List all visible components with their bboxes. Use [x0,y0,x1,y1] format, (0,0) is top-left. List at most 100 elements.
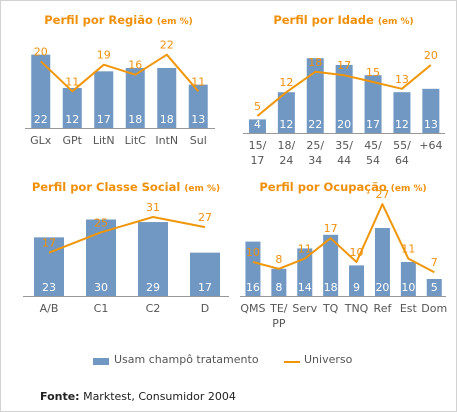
legend-bar-swatch [93,358,109,365]
x-tick-label: 44 [337,154,351,167]
chart-panel-regiao: Perfil por Região (em %) 22 12 17 18 18 13 20 1… [21,11,216,171]
bar-value-label: 23 [42,281,56,294]
bar-value-label: 18 [160,113,174,126]
line-value-label: 10 [246,246,260,259]
x-tick-label: 35/ [335,139,353,152]
x-tick-label: Serv [292,302,317,315]
x-tick-label: QMS [240,302,265,315]
bar [125,68,145,128]
bar-value-label: 8 [275,281,282,294]
line-value-label: 11 [298,243,312,256]
bar [188,84,208,128]
x-tick-label: 17 [250,154,264,167]
legend-line-swatch [284,361,300,363]
chart-title: Perfil por Ocupação (em %) [238,180,448,194]
x-tick-label: C2 [146,302,161,315]
bar [393,92,411,133]
bar-value-label: 12 [279,118,293,131]
chart-title-unit: (em %) [184,184,221,194]
source-note: Fonte: Marktest, Consumidor 2004 [40,390,236,403]
bar-value-label: 22 [34,113,48,126]
x-tick-label: Ref [374,302,393,315]
bar [306,58,324,134]
x-tick-label: GPt [63,134,83,147]
bar-value-label: 13 [191,113,205,126]
series-line-universo [48,216,206,254]
bar-value-label: 5 [431,281,438,294]
x-tick-label: Dom [421,302,447,315]
line-value-label: 27 [375,188,389,201]
line-value-label: 18 [308,56,322,69]
bar [400,262,416,296]
line-value-label: 13 [395,73,409,86]
line-value-label: 17 [337,59,351,72]
bar [335,65,353,133]
line-value-label: 12 [279,76,293,89]
line-value-label: 31 [146,201,160,214]
chart-plot-regiao: 22 12 17 18 18 13 20 11 19 16 22 11 GLx GPt LitN LitC In… [25,39,215,147]
chart-title-unit: (em %) [390,184,427,194]
bar [422,88,440,133]
bar-value-label: 17 [198,281,212,294]
x-tick-label: 34 [308,154,322,167]
x-tick-label: LitN [93,134,115,147]
bar [157,68,177,128]
line-value-label: 20 [34,45,48,58]
x-tick-label: 54 [366,154,380,167]
bar [323,234,339,296]
bar-value-label: 20 [375,281,389,294]
bar-value-label: 17 [366,118,380,131]
line-value-label: 22 [160,39,174,52]
chart-title-unit: (em %) [377,17,414,27]
bar-value-label: 18 [324,281,338,294]
chart-panel-ocupacao: Perfil por Ocupação (em %) 16 8 14 18 9 20 10 5… [238,179,448,339]
bar-value-label: 29 [146,281,160,294]
x-tick-label: IntN [155,134,178,147]
line-value-label: 10 [350,246,364,259]
bar [62,88,82,128]
bar [271,268,287,296]
source-text: Marktest, Consumidor 2004 [83,390,236,403]
bar [426,279,442,296]
line-value-label: 17 [42,237,56,250]
chart-plot-idade: 4 12 22 20 17 12 13 5 12 18 17 15 13 20 15/17 18/24 25/3… [243,49,445,167]
x-tick-label: PP [272,317,286,330]
x-tick-label: LitC [125,134,146,147]
chart-title: Perfil por Classe Social (em %) [21,180,231,194]
x-tick-label: TNQ [344,302,369,315]
line-value-label: 8 [275,253,282,266]
bar [190,252,220,296]
chart-title: Perfil por Idade (em %) [241,13,446,27]
chart-title-text: Perfil por Região [44,13,153,27]
bar-value-label: 30 [94,281,108,294]
x-tick-label: 18/ [277,139,295,152]
bar-value-label: 10 [401,281,415,294]
bar [374,228,390,296]
line-value-label: 11 [401,243,415,256]
bar-value-label: 12 [65,113,79,126]
line-value-label: 27 [198,211,212,224]
bar-value-label: 4 [254,118,261,131]
line-value-label: 19 [97,49,111,62]
x-tick-label: D [201,302,209,315]
bar [364,75,382,133]
x-tick-label: A/B [40,302,59,315]
series-line-universo [256,64,432,117]
bar-value-label: 14 [298,281,312,294]
bar [277,92,295,133]
bar [31,54,51,128]
chart-legend: Usam champô tratamento Universo [1,353,457,369]
x-tick-label: TE/ [269,302,288,315]
chart-title: Perfil por Região (em %) [21,13,216,27]
chart-plot-ocupacao: 16 8 14 18 9 20 10 5 10 8 11 17 10 27 11 7 QMS TE/PP Serv T… [240,188,447,330]
legend-line-label: Universo [304,353,353,366]
line-value-label: 11 [65,75,79,88]
bar [94,71,114,128]
bar [34,237,64,296]
legend-bar-label: Usam champô tratamento [114,353,259,366]
line-value-label: 15 [366,66,380,79]
line-value-label: 5 [254,100,261,113]
line-value-label: 11 [191,75,205,88]
bar-value-label: 13 [424,118,438,131]
